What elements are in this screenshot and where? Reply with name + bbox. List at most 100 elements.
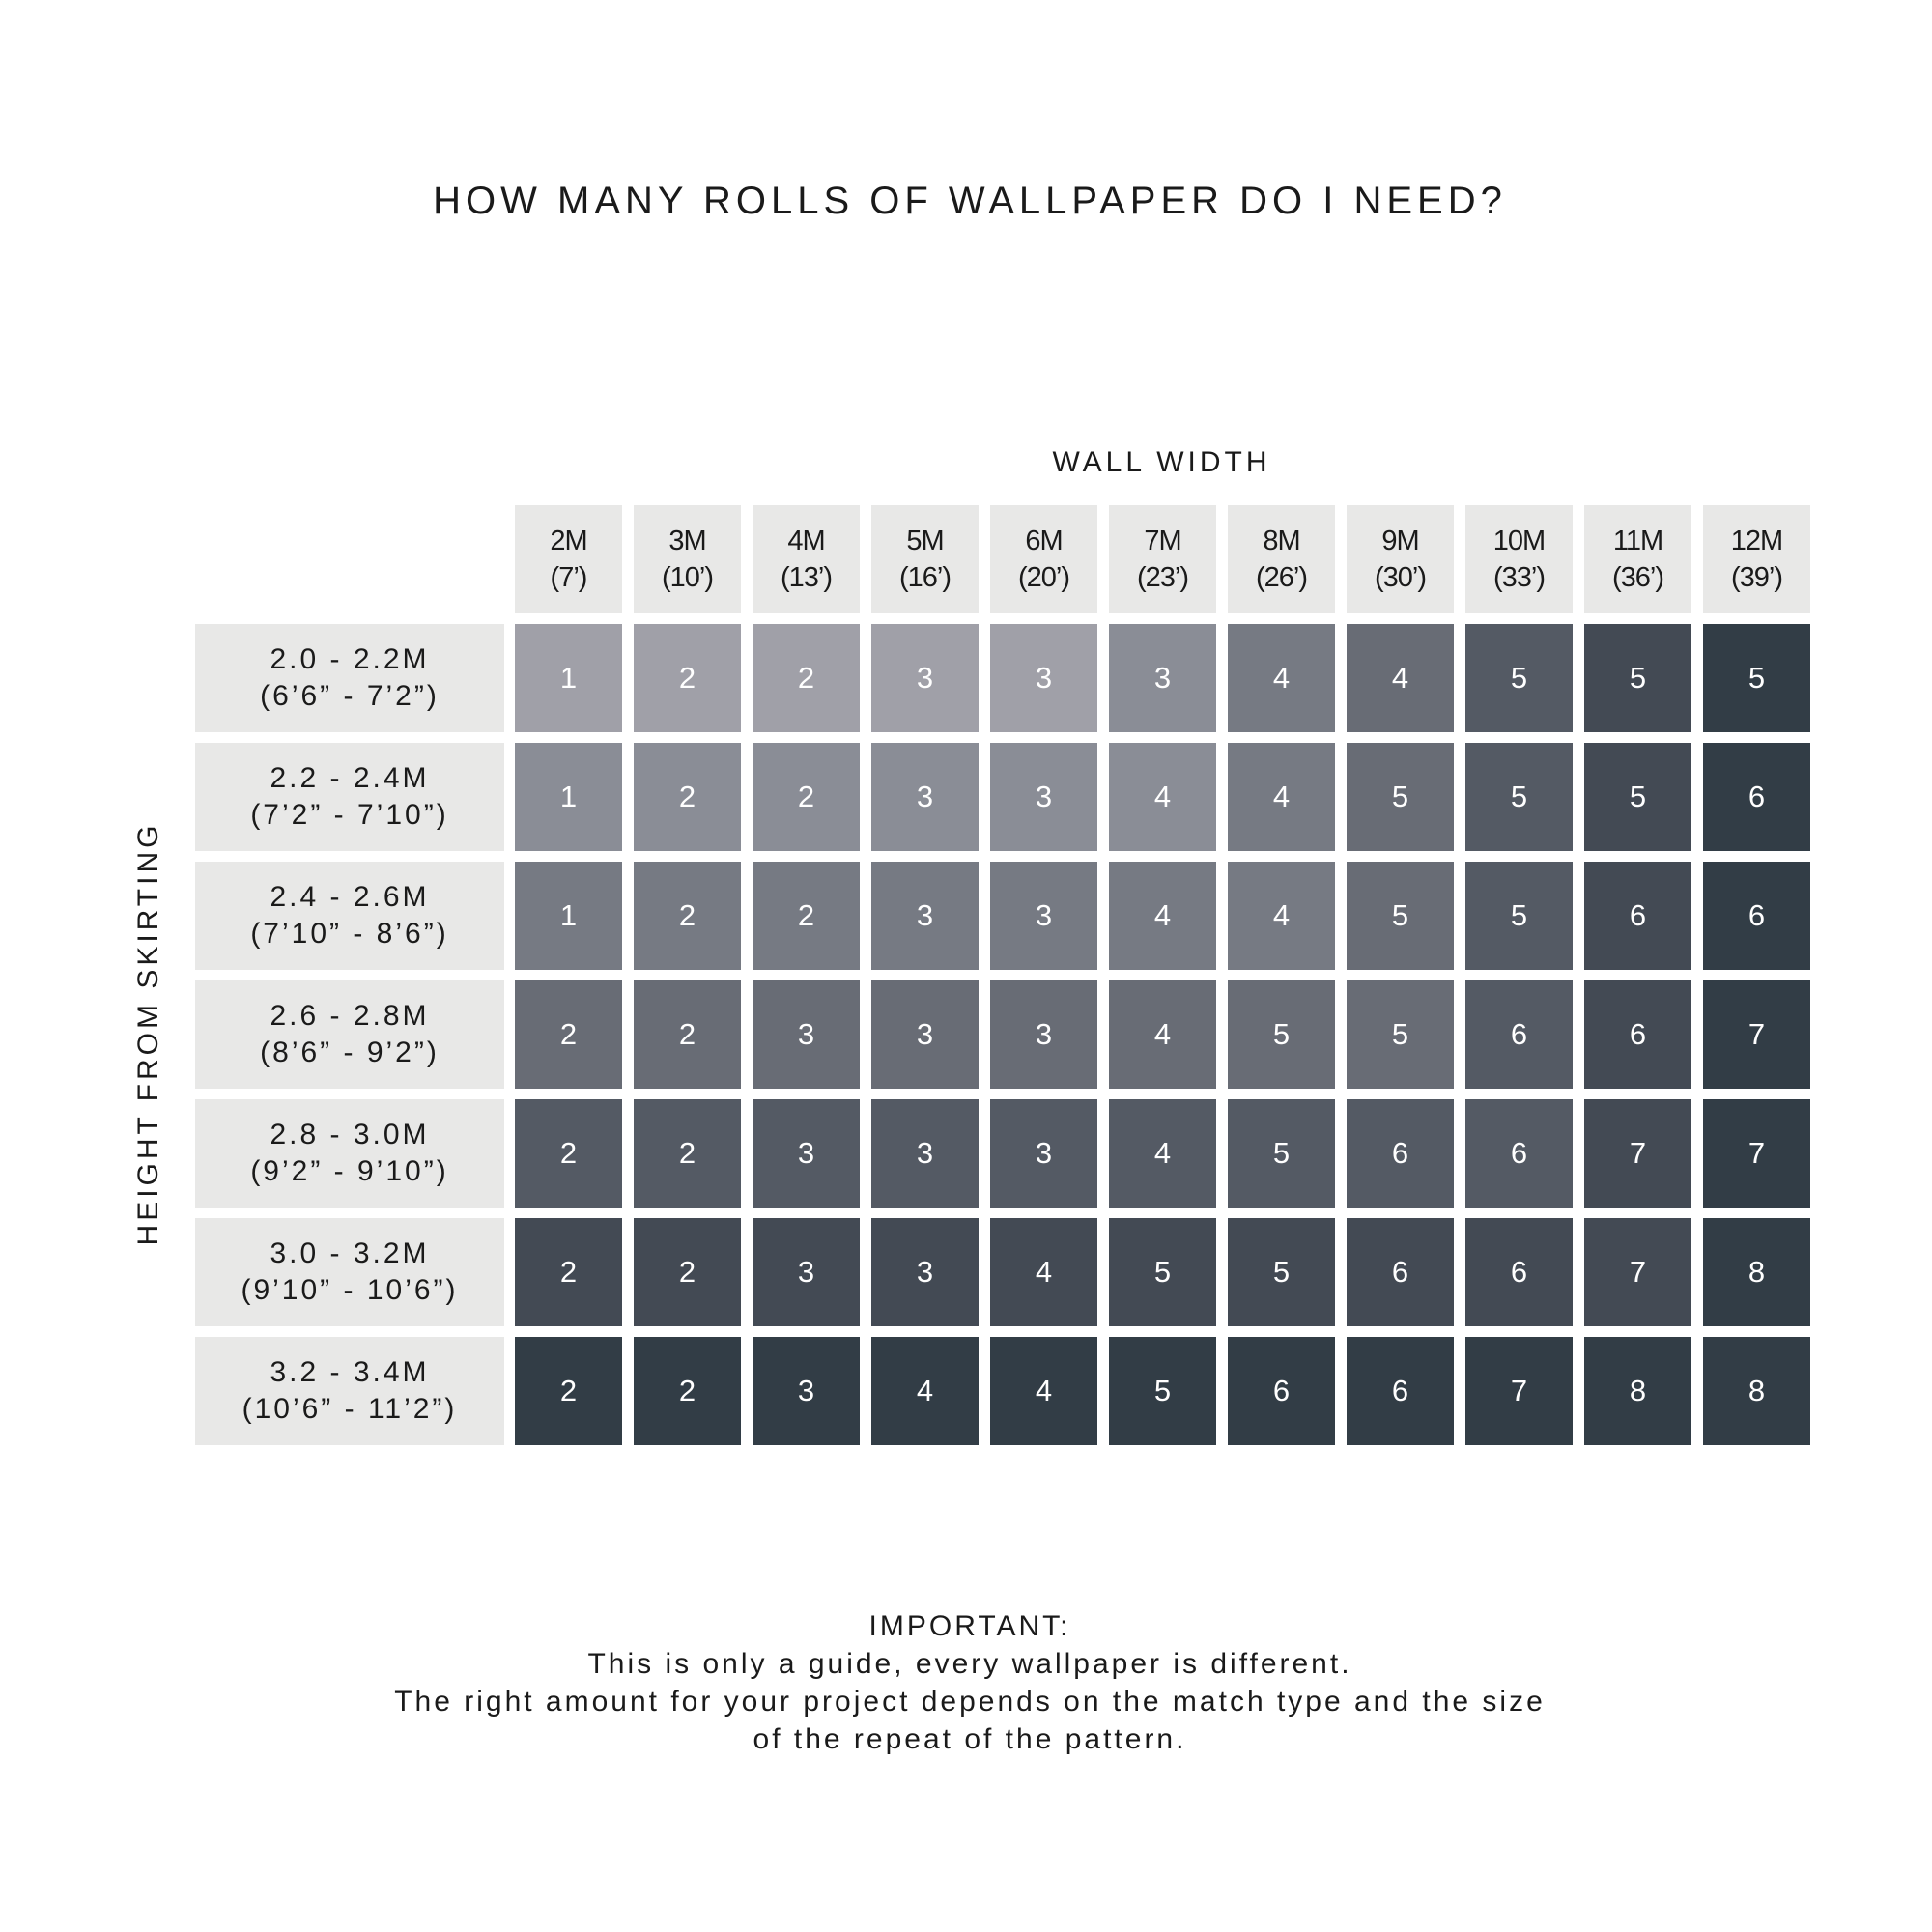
table-cell: 5 — [1347, 743, 1454, 851]
table-cell: 7 — [1584, 1218, 1691, 1326]
row-height-metric: 2.2 - 2.4M — [270, 762, 430, 794]
chart-title: HOW MANY ROLLS OF WALLPAPER DO I NEED? — [433, 180, 1507, 222]
column-width-feet: (7’) — [550, 562, 588, 593]
table-cell: 5 — [1465, 862, 1573, 970]
column-header: 11M (36’) — [1584, 505, 1691, 613]
table-cell: 6 — [1584, 862, 1691, 970]
table-cell: 7 — [1703, 1099, 1810, 1208]
column-width-metric: 7M — [1144, 526, 1181, 556]
column-width-feet: (10’) — [661, 562, 714, 593]
table-cell: 2 — [634, 1337, 741, 1445]
table-cell: 7 — [1703, 980, 1810, 1089]
column-width-feet: (26’) — [1255, 562, 1308, 593]
row-header: 3.0 - 3.2M (9’10” - 10’6”) — [195, 1218, 504, 1326]
table-cell: 3 — [871, 743, 979, 851]
table-cell: 3 — [871, 1099, 979, 1208]
table-cell: 3 — [753, 980, 860, 1089]
table-cell: 6 — [1703, 743, 1810, 851]
table-cell: 2 — [515, 1218, 622, 1326]
table-cell: 3 — [990, 624, 1097, 732]
footer-line: The right amount for your project depend… — [394, 1686, 1546, 1718]
column-header: 3M (10’) — [634, 505, 741, 613]
table-cell: 2 — [515, 1337, 622, 1445]
row-header: 3.2 - 3.4M (10’6” - 11’2”) — [195, 1337, 504, 1445]
footer-line: of the repeat of the pattern. — [753, 1723, 1187, 1755]
table-cell: 5 — [1584, 743, 1691, 851]
column-width-metric: 6M — [1025, 526, 1063, 556]
row-header: 2.4 - 2.6M (7’10” - 8’6”) — [195, 862, 504, 970]
table-cell: 2 — [753, 862, 860, 970]
row-height-feet: (10’6” - 11’2”) — [242, 1393, 458, 1425]
column-header: 7M (23’) — [1109, 505, 1216, 613]
table-cell: 5 — [1465, 743, 1573, 851]
table-cell: 6 — [1703, 862, 1810, 970]
table-cell: 5 — [1228, 1099, 1335, 1208]
table-cell: 3 — [871, 862, 979, 970]
table-cell: 2 — [753, 743, 860, 851]
table-cell: 2 — [515, 980, 622, 1089]
column-width-metric: 5M — [906, 526, 944, 556]
column-width-feet: (16’) — [898, 562, 952, 593]
table-cell: 8 — [1584, 1337, 1691, 1445]
table-cell: 3 — [990, 980, 1097, 1089]
y-axis-label: HEIGHT FROM SKIRTING — [132, 821, 164, 1246]
table-cell: 4 — [1347, 624, 1454, 732]
table-cell: 3 — [871, 624, 979, 732]
table-cell: 6 — [1465, 980, 1573, 1089]
table-cell: 7 — [1465, 1337, 1573, 1445]
row-height-metric: 3.0 - 3.2M — [270, 1237, 430, 1269]
row-height-feet: (9’10” - 10’6”) — [241, 1274, 459, 1306]
table-cell: 3 — [990, 1099, 1097, 1208]
row-height-metric: 3.2 - 3.4M — [270, 1356, 430, 1388]
table-cell: 5 — [1109, 1218, 1216, 1326]
footer-heading: IMPORTANT: — [868, 1610, 1071, 1642]
column-width-metric: 10M — [1492, 526, 1546, 556]
table-cell: 1 — [515, 862, 622, 970]
table-cell: 4 — [871, 1337, 979, 1445]
table-cell: 3 — [990, 743, 1097, 851]
table-cell: 2 — [515, 1099, 622, 1208]
table-cell: 2 — [634, 980, 741, 1089]
table-cell: 6 — [1347, 1337, 1454, 1445]
table-cell: 5 — [1347, 862, 1454, 970]
column-width-metric: 11M — [1612, 526, 1663, 556]
table-cell: 1 — [515, 624, 622, 732]
column-width-metric: 4M — [787, 526, 825, 556]
table-cell: 3 — [871, 980, 979, 1089]
table-cell: 4 — [1109, 743, 1216, 851]
row-header: 2.8 - 3.0M (9’2” - 9’10”) — [195, 1099, 504, 1208]
table-cell: 5 — [1347, 980, 1454, 1089]
table-cell: 3 — [1109, 624, 1216, 732]
column-width-feet: (39’) — [1730, 562, 1783, 593]
row-height-feet: (6’6” - 7’2”) — [260, 680, 440, 712]
table-cell: 3 — [753, 1218, 860, 1326]
table-cell: 5 — [1703, 624, 1810, 732]
table-cell: 4 — [1109, 862, 1216, 970]
row-height-metric: 2.0 - 2.2M — [270, 643, 430, 675]
column-header: 10M (33’) — [1465, 505, 1573, 613]
table-cell: 4 — [1109, 1099, 1216, 1208]
column-width-feet: (33’) — [1492, 562, 1546, 593]
table-cell: 2 — [634, 1099, 741, 1208]
table-cell: 3 — [753, 1337, 860, 1445]
table-cell: 2 — [634, 1218, 741, 1326]
column-width-metric: 8M — [1263, 526, 1300, 556]
table-cell: 4 — [1109, 980, 1216, 1089]
column-width-metric: 12M — [1730, 526, 1783, 556]
table-cell: 2 — [753, 624, 860, 732]
table-cell: 2 — [634, 624, 741, 732]
table-cell: 6 — [1465, 1218, 1573, 1326]
column-width-feet: (30’) — [1374, 562, 1427, 593]
column-width-feet: (20’) — [1017, 562, 1070, 593]
column-header: 8M (26’) — [1228, 505, 1335, 613]
table-cell: 5 — [1109, 1337, 1216, 1445]
column-width-metric: 9M — [1381, 526, 1419, 556]
table-cell: 4 — [1228, 743, 1335, 851]
table-cell: 6 — [1347, 1099, 1454, 1208]
row-height-metric: 2.4 - 2.6M — [270, 881, 430, 913]
row-height-feet: (9’2” - 9’10”) — [250, 1155, 449, 1187]
row-height-feet: (7’10” - 8’6”) — [250, 918, 449, 950]
table-cell: 8 — [1703, 1218, 1810, 1326]
table-cell: 6 — [1465, 1099, 1573, 1208]
table-cell: 4 — [1228, 862, 1335, 970]
